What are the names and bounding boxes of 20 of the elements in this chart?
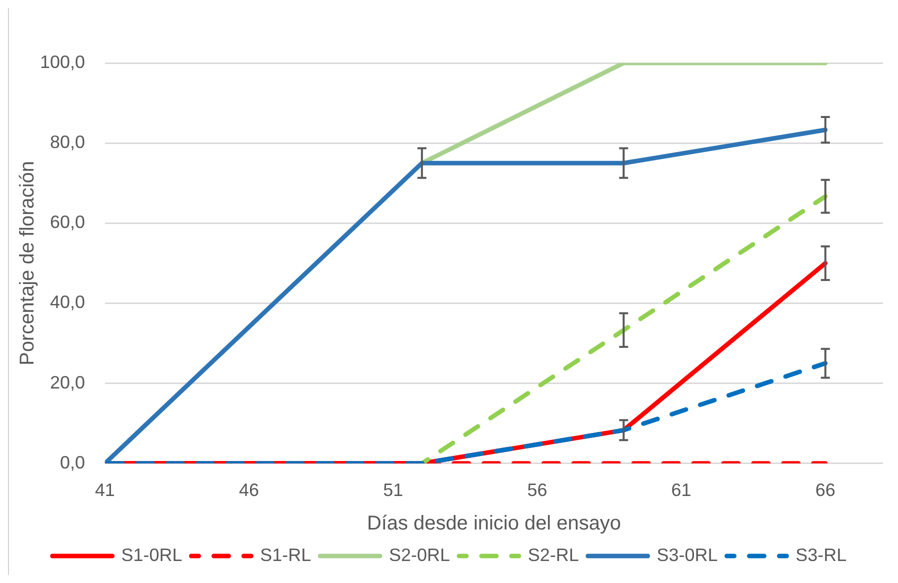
y-tick-label: 20,0	[50, 372, 85, 392]
x-tick-label: 46	[239, 480, 260, 500]
legend-label: S2-RL	[528, 544, 579, 565]
legend-label: S2-0RL	[389, 544, 450, 565]
x-tick-label: 61	[671, 480, 692, 500]
y-tick-label: 60,0	[50, 212, 85, 232]
legend-label: S3-0RL	[656, 544, 718, 565]
y-tick-label: 80,0	[50, 132, 85, 152]
legend-label: S3-RL	[796, 544, 847, 565]
x-tick-label: 66	[815, 480, 836, 500]
x-tick-label: 56	[527, 480, 548, 500]
x-axis-title: Días desde inicio del ensayo	[366, 512, 621, 535]
y-tick-label: 100,0	[40, 52, 85, 72]
legend-label: S1-RL	[260, 544, 312, 565]
legend-label: S1-0RL	[121, 544, 182, 565]
x-tick-label: 41	[94, 480, 115, 500]
y-axis-title: Porcentaje de floración	[16, 161, 38, 366]
x-tick-label: 51	[383, 480, 404, 500]
y-tick-label: 40,0	[50, 292, 85, 312]
y-tick-label: 0,0	[60, 452, 85, 472]
